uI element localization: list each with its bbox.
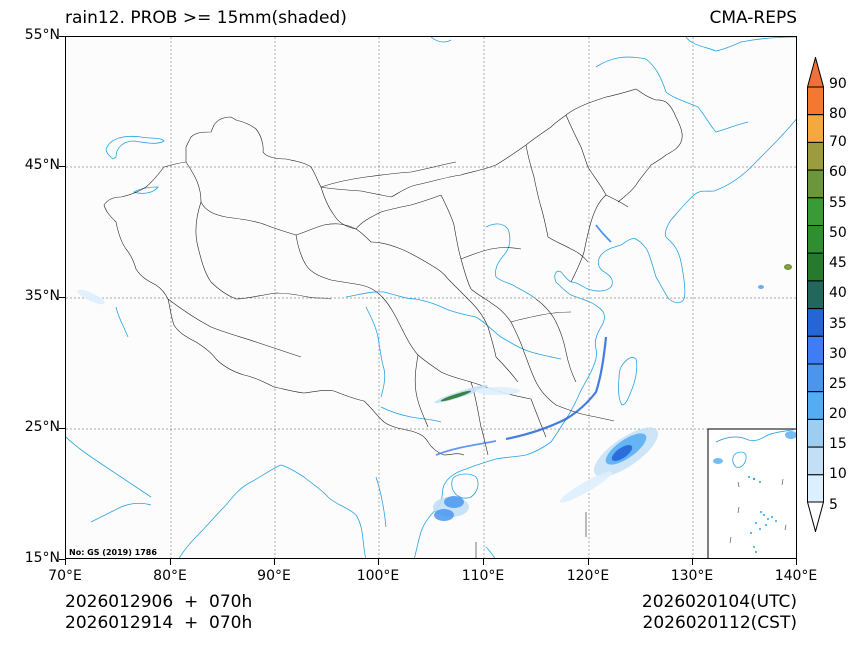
map-area bbox=[65, 36, 797, 559]
lat-tick-35: 35°N bbox=[24, 288, 60, 304]
chart-title: rain12. PROB >= 15mm(shaded) bbox=[65, 8, 347, 28]
init-cst: 2026012914 + 070h bbox=[65, 613, 253, 633]
colorbar-label: 20 bbox=[829, 406, 847, 422]
colorbar-label: 55 bbox=[829, 195, 847, 211]
colorbar-label: 45 bbox=[829, 255, 847, 271]
lon-tick-mark bbox=[796, 559, 797, 565]
colorbar-label: 15 bbox=[829, 436, 847, 452]
lon-tick-70: 70°E bbox=[48, 568, 82, 584]
colorbar-label: 40 bbox=[829, 285, 847, 301]
lat-tick-mark bbox=[59, 428, 65, 429]
lat-tick-mark bbox=[59, 559, 65, 560]
lon-tick-mark bbox=[692, 559, 693, 565]
colorbar-label: 90 bbox=[829, 76, 847, 92]
model-name: CMA-REPS bbox=[709, 8, 797, 28]
init-utc: 2026012906 + 070h bbox=[65, 592, 253, 612]
colorbar bbox=[807, 57, 824, 532]
colorbar-upper-extend bbox=[807, 57, 824, 88]
lat-tick-mark bbox=[59, 166, 65, 167]
lon-tick-mark bbox=[170, 559, 171, 565]
colorbar-segments bbox=[807, 86, 824, 503]
lon-tick-110: 110°E bbox=[461, 568, 505, 584]
lon-tick-mark bbox=[483, 559, 484, 565]
lon-tick-120: 120°E bbox=[566, 568, 610, 584]
valid-times: 2026020104(UTC) 2026020112(CST) bbox=[642, 592, 797, 634]
colorbar-label: 5 bbox=[829, 497, 838, 513]
lon-tick-mark bbox=[588, 559, 589, 565]
lat-tick-55: 55°N bbox=[24, 27, 60, 43]
colorbar-label: 35 bbox=[829, 316, 847, 332]
lon-tick-mark bbox=[378, 559, 379, 565]
lon-tick-80: 80°E bbox=[153, 568, 187, 584]
colorbar-label: 30 bbox=[829, 346, 847, 362]
colorbar-label: 50 bbox=[829, 225, 847, 241]
colorbar-label: 70 bbox=[829, 134, 847, 150]
valid-cst: 2026020112(CST) bbox=[642, 613, 797, 633]
lat-tick-45: 45°N bbox=[24, 157, 60, 173]
borders bbox=[103, 88, 683, 558]
lat-tick-25: 25°N bbox=[24, 419, 60, 435]
lon-tick-mark bbox=[65, 559, 66, 565]
init-times: 2026012906 + 070h 2026012914 + 070h bbox=[65, 592, 252, 634]
gridlines bbox=[66, 37, 796, 558]
lat-tick-15: 15°N bbox=[24, 550, 60, 566]
lon-tick-100: 100°E bbox=[356, 568, 400, 584]
colorbar-label: 60 bbox=[829, 164, 847, 180]
lat-tick-mark bbox=[59, 297, 65, 298]
colorbar-lower-extend bbox=[807, 501, 824, 532]
map-canvas bbox=[66, 37, 796, 558]
colorbar-label: 80 bbox=[829, 106, 847, 122]
lon-tick-130: 130°E bbox=[670, 568, 714, 584]
lat-tick-mark bbox=[59, 36, 65, 37]
lon-tick-mark bbox=[274, 559, 275, 565]
precip-shading bbox=[77, 224, 792, 521]
valid-utc: 2026020104(UTC) bbox=[641, 592, 797, 612]
lon-tick-90: 90°E bbox=[257, 568, 291, 584]
map-approval-note: No: GS (2019) 1786 bbox=[69, 548, 157, 557]
lon-tick-140: 140°E bbox=[774, 568, 818, 584]
colorbar-label: 25 bbox=[829, 376, 847, 392]
colorbar-label: 10 bbox=[829, 466, 847, 482]
scs-inset bbox=[707, 428, 796, 558]
